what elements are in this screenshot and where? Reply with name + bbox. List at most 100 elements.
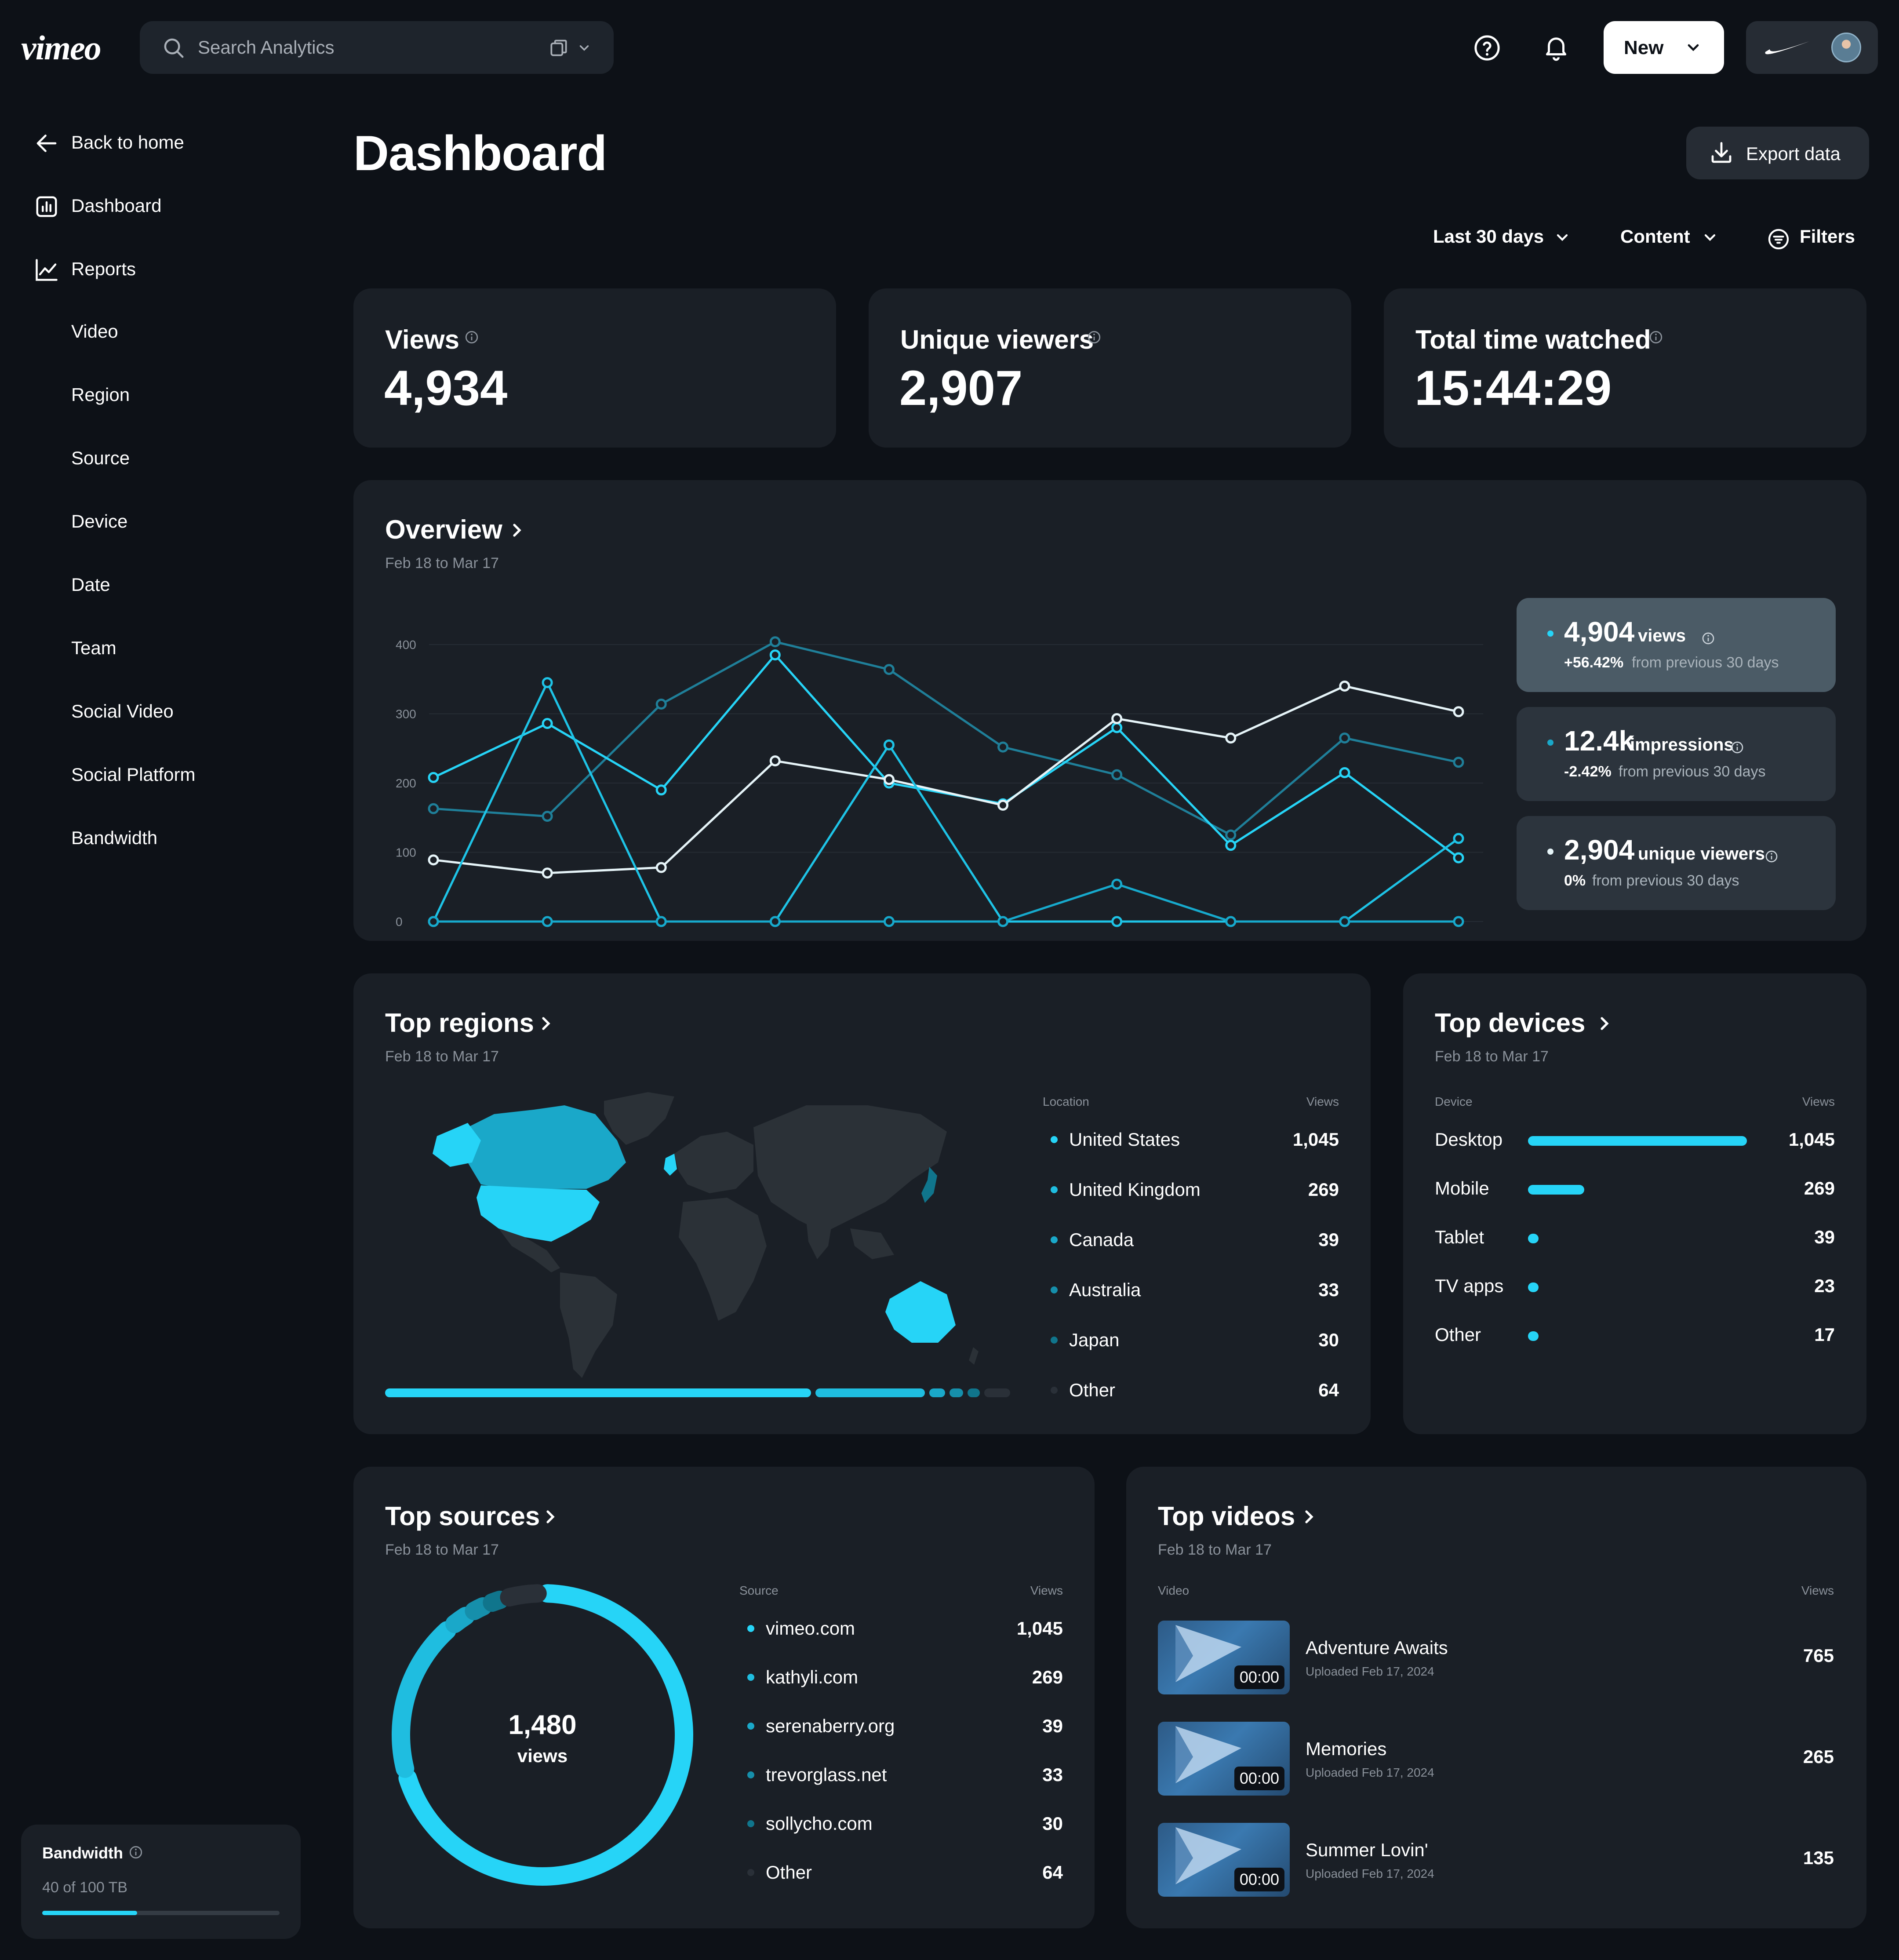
summary-card-impressions[interactable]: 12.4k impressions -2.42% from previous 3… <box>1517 707 1836 801</box>
video-row[interactable]: 00:00 Adventure Awaits Uploaded Feb 17, 20… <box>1158 1621 1834 1694</box>
device-row[interactable]: TV apps 23 <box>1435 1273 1835 1299</box>
data-point[interactable] <box>655 916 667 927</box>
top-videos-title-link[interactable]: Top videos <box>1158 1501 1342 1536</box>
filters-button[interactable]: Filters <box>1766 222 1872 255</box>
sidebar-item-source[interactable]: Source <box>71 448 130 468</box>
data-point[interactable] <box>883 739 895 750</box>
device-row[interactable]: Other 17 <box>1435 1322 1835 1348</box>
device-row[interactable]: Desktop 1,045 <box>1435 1126 1835 1153</box>
data-point[interactable] <box>769 649 781 661</box>
sidebar-item-reports[interactable]: Reports <box>33 254 209 285</box>
data-point[interactable] <box>883 916 895 927</box>
data-point[interactable] <box>1111 713 1123 725</box>
sidebar-item-date[interactable]: Date <box>71 574 110 595</box>
top-devices-title-link[interactable]: Top devices <box>1435 1008 1619 1043</box>
data-point[interactable] <box>1339 767 1350 778</box>
data-point[interactable] <box>883 774 895 785</box>
source-row[interactable]: sollycho.com 30 <box>739 1811 1063 1837</box>
source-row[interactable]: kathyli.com 269 <box>739 1664 1063 1690</box>
sidebar-item-video[interactable]: Video <box>71 321 118 342</box>
data-point[interactable] <box>769 755 781 767</box>
source-row[interactable]: vimeo.com 1,045 <box>739 1615 1063 1642</box>
help-icon[interactable] <box>1473 33 1502 62</box>
world-map[interactable] <box>419 1088 991 1387</box>
data-point[interactable] <box>1111 916 1123 927</box>
donut-segment[interactable] <box>483 1591 509 1612</box>
data-point[interactable] <box>997 799 1009 811</box>
data-point[interactable] <box>1225 829 1237 841</box>
export-data-button[interactable]: Export data <box>1686 127 1869 179</box>
region-row[interactable]: United Kingdom 269 <box>1043 1177 1339 1203</box>
bandwidth-card[interactable]: Bandwidth 40 of 100 TB <box>21 1825 301 1939</box>
data-point[interactable] <box>542 811 553 822</box>
source-row[interactable]: trevorglass.net 33 <box>739 1762 1063 1788</box>
sidebar-item-bandwidth[interactable]: Bandwidth <box>71 827 158 848</box>
donut-segment[interactable] <box>500 1584 547 1607</box>
content-filter-dropdown[interactable]: Content <box>1620 224 1735 255</box>
back-to-home-link[interactable]: Back to home <box>33 128 209 158</box>
sidebar-item-dashboard[interactable]: Dashboard <box>33 191 209 222</box>
donut-segment[interactable] <box>392 1621 456 1778</box>
data-point[interactable] <box>1339 732 1350 744</box>
data-point[interactable] <box>1453 833 1464 844</box>
data-point[interactable] <box>1453 852 1464 863</box>
region-row[interactable]: Australia 33 <box>1043 1277 1339 1303</box>
data-point[interactable] <box>542 867 553 879</box>
search-bar[interactable]: Search Analytics <box>140 21 614 74</box>
data-point[interactable] <box>428 772 439 783</box>
device-row[interactable]: Tablet 39 <box>1435 1224 1835 1250</box>
data-point[interactable] <box>655 862 667 873</box>
region-row[interactable]: Canada 39 <box>1043 1227 1339 1253</box>
data-point[interactable] <box>769 916 781 927</box>
overview-title-link[interactable]: Overview <box>385 514 561 550</box>
video-thumbnail[interactable]: 00:00 <box>1158 1823 1290 1897</box>
summary-card-unique-viewers[interactable]: 2,904 unique viewers 0% from previous 30… <box>1517 816 1836 910</box>
data-point[interactable] <box>1225 840 1237 851</box>
vimeo-logo[interactable]: vimeo <box>21 29 102 67</box>
data-point[interactable] <box>542 916 553 927</box>
data-point[interactable] <box>655 698 667 710</box>
data-point[interactable] <box>1339 916 1350 927</box>
data-point[interactable] <box>1225 732 1237 744</box>
sidebar-item-team[interactable]: Team <box>71 638 116 658</box>
data-point[interactable] <box>997 916 1009 927</box>
region-row[interactable]: United States 1,045 <box>1043 1126 1339 1153</box>
data-point[interactable] <box>428 803 439 814</box>
chevron-down-icon[interactable] <box>577 40 592 55</box>
donut-segment[interactable] <box>445 1607 475 1633</box>
stat-card-total-time-watched[interactable]: Total time watched 15:44:29 <box>1384 288 1866 448</box>
region-row[interactable]: Japan 30 <box>1043 1327 1339 1353</box>
sidebar-item-social-platform[interactable]: Social Platform <box>71 764 196 785</box>
sidebar-item-device[interactable]: Device <box>71 511 128 532</box>
data-point[interactable] <box>997 741 1009 753</box>
data-point[interactable] <box>1111 769 1123 780</box>
copy-icon[interactable] <box>548 37 570 59</box>
video-row[interactable]: 00:00 Memories Uploaded Feb 17, 2024 265 <box>1158 1722 1834 1796</box>
data-point[interactable] <box>655 784 667 796</box>
data-point[interactable] <box>428 854 439 866</box>
stat-card-views[interactable]: Views 4,934 <box>353 288 836 448</box>
source-row[interactable]: Other 64 <box>739 1859 1063 1886</box>
summary-card-views[interactable]: 4,904 views +56.42% from previous 30 day… <box>1517 598 1836 692</box>
data-point[interactable] <box>1453 706 1464 718</box>
data-point[interactable] <box>1111 878 1123 890</box>
data-point[interactable] <box>1111 722 1123 733</box>
data-point[interactable] <box>1453 757 1464 768</box>
video-thumbnail[interactable]: 00:00 <box>1158 1722 1290 1796</box>
stat-card-unique-viewers[interactable]: Unique viewers 2,907 <box>869 288 1351 448</box>
search-input[interactable]: Search Analytics <box>198 37 335 58</box>
data-point[interactable] <box>1225 916 1237 927</box>
top-regions-title-link[interactable]: Top regions <box>385 1008 570 1043</box>
account-switcher[interactable] <box>1746 21 1878 74</box>
data-point[interactable] <box>883 664 895 675</box>
region-row[interactable]: Other 64 <box>1043 1377 1339 1403</box>
data-point[interactable] <box>428 916 439 927</box>
top-sources-title-link[interactable]: Top sources <box>385 1501 570 1536</box>
new-button[interactable]: New <box>1604 21 1724 74</box>
data-point[interactable] <box>542 718 553 729</box>
data-point[interactable] <box>769 636 781 648</box>
sidebar-item-social-video[interactable]: Social Video <box>71 701 174 721</box>
donut-segment[interactable] <box>398 1584 693 1886</box>
data-point[interactable] <box>1339 681 1350 692</box>
data-point[interactable] <box>542 677 553 689</box>
